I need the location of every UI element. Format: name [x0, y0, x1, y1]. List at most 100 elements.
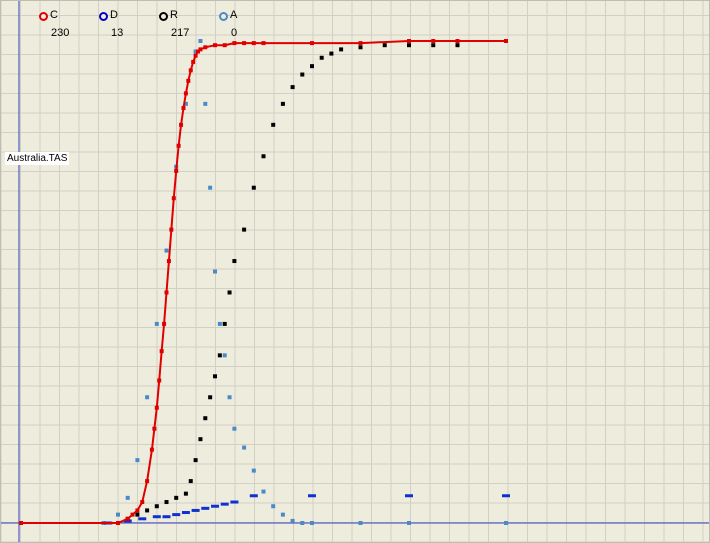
data-point-c [135, 508, 140, 513]
data-point-c [213, 43, 217, 48]
data-point-r [193, 458, 198, 463]
data-point-a [242, 445, 247, 450]
data-point-a [198, 39, 203, 43]
data-point-c [179, 122, 184, 127]
data-point-d [191, 508, 200, 512]
data-point-a [271, 504, 276, 509]
data-point-c [171, 196, 176, 201]
data-point-r [261, 154, 266, 159]
data-point-r [217, 353, 222, 358]
data-point-a [116, 512, 120, 517]
data-point-r [358, 45, 363, 50]
data-point-a [261, 489, 266, 494]
data-point-c [242, 41, 247, 46]
data-point-d [211, 504, 219, 508]
legend-label-a: A [230, 9, 238, 21]
data-point-r [232, 259, 237, 264]
data-point-r [251, 185, 256, 190]
data-point-d [181, 511, 190, 515]
data-point-d [405, 494, 413, 498]
region-label: Australia.TAS [5, 152, 70, 165]
data-point-r [271, 122, 276, 127]
data-point-r [407, 43, 411, 48]
data-point-a [227, 395, 232, 400]
data-point-c [431, 39, 436, 43]
data-point-a [290, 518, 295, 523]
data-point-r [135, 512, 140, 517]
data-point-a [183, 101, 188, 106]
data-point-c [152, 426, 157, 431]
legend-marker-a[interactable] [219, 12, 228, 21]
data-point-a [125, 495, 130, 500]
data-point-c [455, 39, 460, 43]
data-point-d [201, 506, 210, 510]
data-point-r [213, 374, 217, 379]
data-point-r [227, 290, 232, 295]
data-point-c [125, 516, 130, 521]
data-point-r [329, 51, 334, 56]
data-point-c [310, 41, 314, 46]
data-point-r [198, 437, 203, 442]
data-point-r [164, 500, 169, 505]
data-point-a [154, 321, 159, 326]
data-point-d [249, 494, 258, 498]
data-point-c [198, 47, 203, 52]
legend-label-d: D [110, 9, 118, 21]
data-point-c [162, 321, 167, 326]
legend-label-r: R [170, 9, 178, 21]
data-point-c [154, 405, 159, 410]
data-point-d [220, 502, 229, 506]
legend-count-c: 230 [51, 27, 70, 39]
data-point-d [123, 519, 132, 523]
data-point-c [149, 447, 154, 452]
data-point-c [174, 168, 179, 173]
data-point-c [203, 45, 208, 50]
data-point-d [502, 494, 510, 498]
legend-marker-c[interactable] [39, 12, 48, 21]
data-point-a [251, 468, 256, 473]
data-point-a [135, 458, 140, 463]
data-point-c [176, 143, 181, 148]
data-point-c [358, 41, 363, 46]
data-point-r [310, 64, 314, 69]
legend-marker-d[interactable] [99, 12, 108, 21]
data-point-d [152, 515, 161, 519]
data-point-r [382, 43, 387, 48]
legend-marker-r[interactable] [159, 12, 168, 21]
data-point-a [407, 521, 411, 525]
data-point-a [300, 521, 305, 525]
data-point-r [280, 101, 285, 106]
data-point-d [172, 513, 181, 517]
data-point-c [130, 512, 135, 517]
data-point-a [222, 353, 227, 358]
data-point-r [290, 85, 295, 90]
data-point-r [203, 416, 208, 421]
data-point-d [162, 515, 171, 519]
data-point-r [183, 491, 188, 496]
data-point-a [310, 521, 314, 525]
data-point-c [232, 41, 237, 46]
data-point-c [157, 378, 162, 383]
data-point-a [203, 101, 208, 106]
data-point-c [19, 521, 23, 525]
data-point-c [186, 78, 191, 83]
data-point-a [280, 512, 285, 517]
data-point-r [300, 72, 305, 77]
data-point-a [358, 521, 363, 525]
legend-count-d: 13 [111, 27, 124, 39]
legend-count-r: 217 [171, 27, 190, 39]
data-point-r [431, 43, 436, 48]
data-point-c [183, 91, 188, 96]
data-point-r [242, 227, 247, 232]
data-point-r [208, 395, 213, 400]
data-point-r [174, 495, 179, 500]
data-point-c [145, 479, 150, 484]
data-point-d [138, 517, 147, 521]
data-point-c [181, 106, 186, 111]
data-point-a [217, 321, 222, 326]
data-point-r [339, 47, 344, 52]
data-point-r [455, 43, 460, 48]
data-point-a [193, 49, 198, 54]
